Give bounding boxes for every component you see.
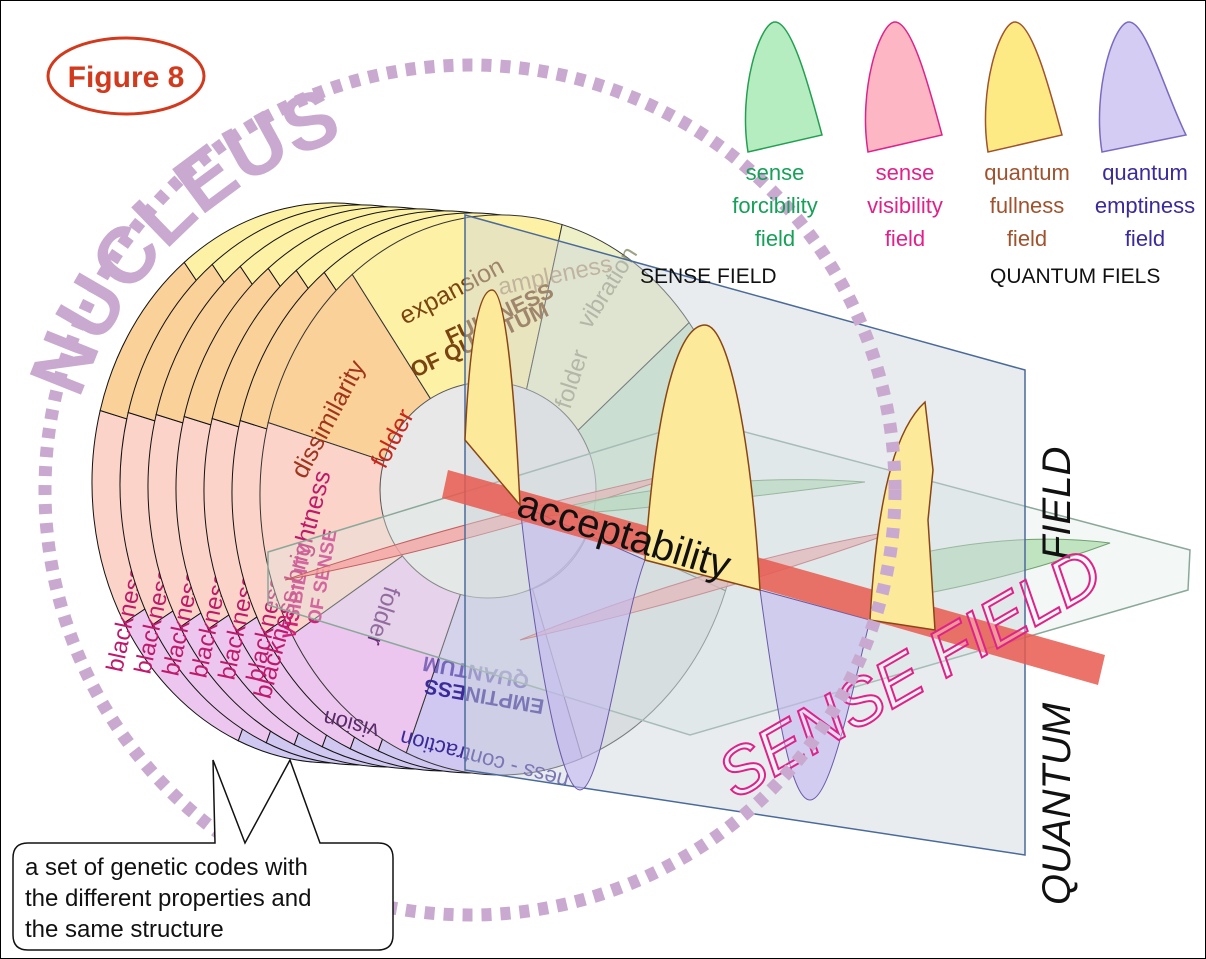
legend-text: sense bbox=[876, 160, 935, 185]
callout-text: the same structure bbox=[25, 916, 224, 943]
legend-text: sense bbox=[746, 160, 805, 185]
legend: sense forcibility field sense visibility fiel… bbox=[732, 21, 1195, 251]
legend-group: SENSE FIELD bbox=[640, 265, 777, 288]
legend-text: field bbox=[1125, 226, 1165, 251]
plane-label: QUANTUM bbox=[1035, 702, 1079, 905]
callout-box bbox=[12, 758, 394, 951]
acceptability-bar bbox=[442, 470, 1105, 685]
legend-shape bbox=[744, 21, 823, 153]
legend-shape bbox=[984, 21, 1063, 153]
legend-text: emptiness bbox=[1095, 193, 1195, 218]
plane-label: FIELD bbox=[1035, 447, 1079, 560]
legend-text: field bbox=[1007, 226, 1047, 251]
callout-text: the different properties and bbox=[25, 885, 311, 912]
fullness-wave bbox=[464, 289, 521, 508]
legend-group: QUANTUM FIELS bbox=[990, 265, 1160, 288]
legend-text: visibility bbox=[867, 193, 943, 218]
legend-text: quantum bbox=[984, 160, 1070, 185]
legend-text: fullness bbox=[990, 193, 1065, 218]
figure-badge bbox=[46, 36, 206, 116]
nucleus-boundary bbox=[38, 58, 902, 922]
figure-label: Figure 8 bbox=[68, 61, 185, 94]
legend-text: field bbox=[885, 226, 925, 251]
forcibility-wave bbox=[889, 538, 1111, 601]
legend-text: field bbox=[755, 226, 795, 251]
legend-text: forcibility bbox=[732, 193, 818, 218]
legend-shape bbox=[1098, 21, 1188, 153]
callout-text: a set of genetic codes with bbox=[25, 854, 308, 881]
fullness-wave bbox=[644, 324, 761, 591]
legend-shape bbox=[864, 21, 943, 153]
legend-text: quantum bbox=[1102, 160, 1188, 185]
emptiness-wave bbox=[519, 504, 646, 791]
emptiness-wave bbox=[759, 589, 871, 801]
